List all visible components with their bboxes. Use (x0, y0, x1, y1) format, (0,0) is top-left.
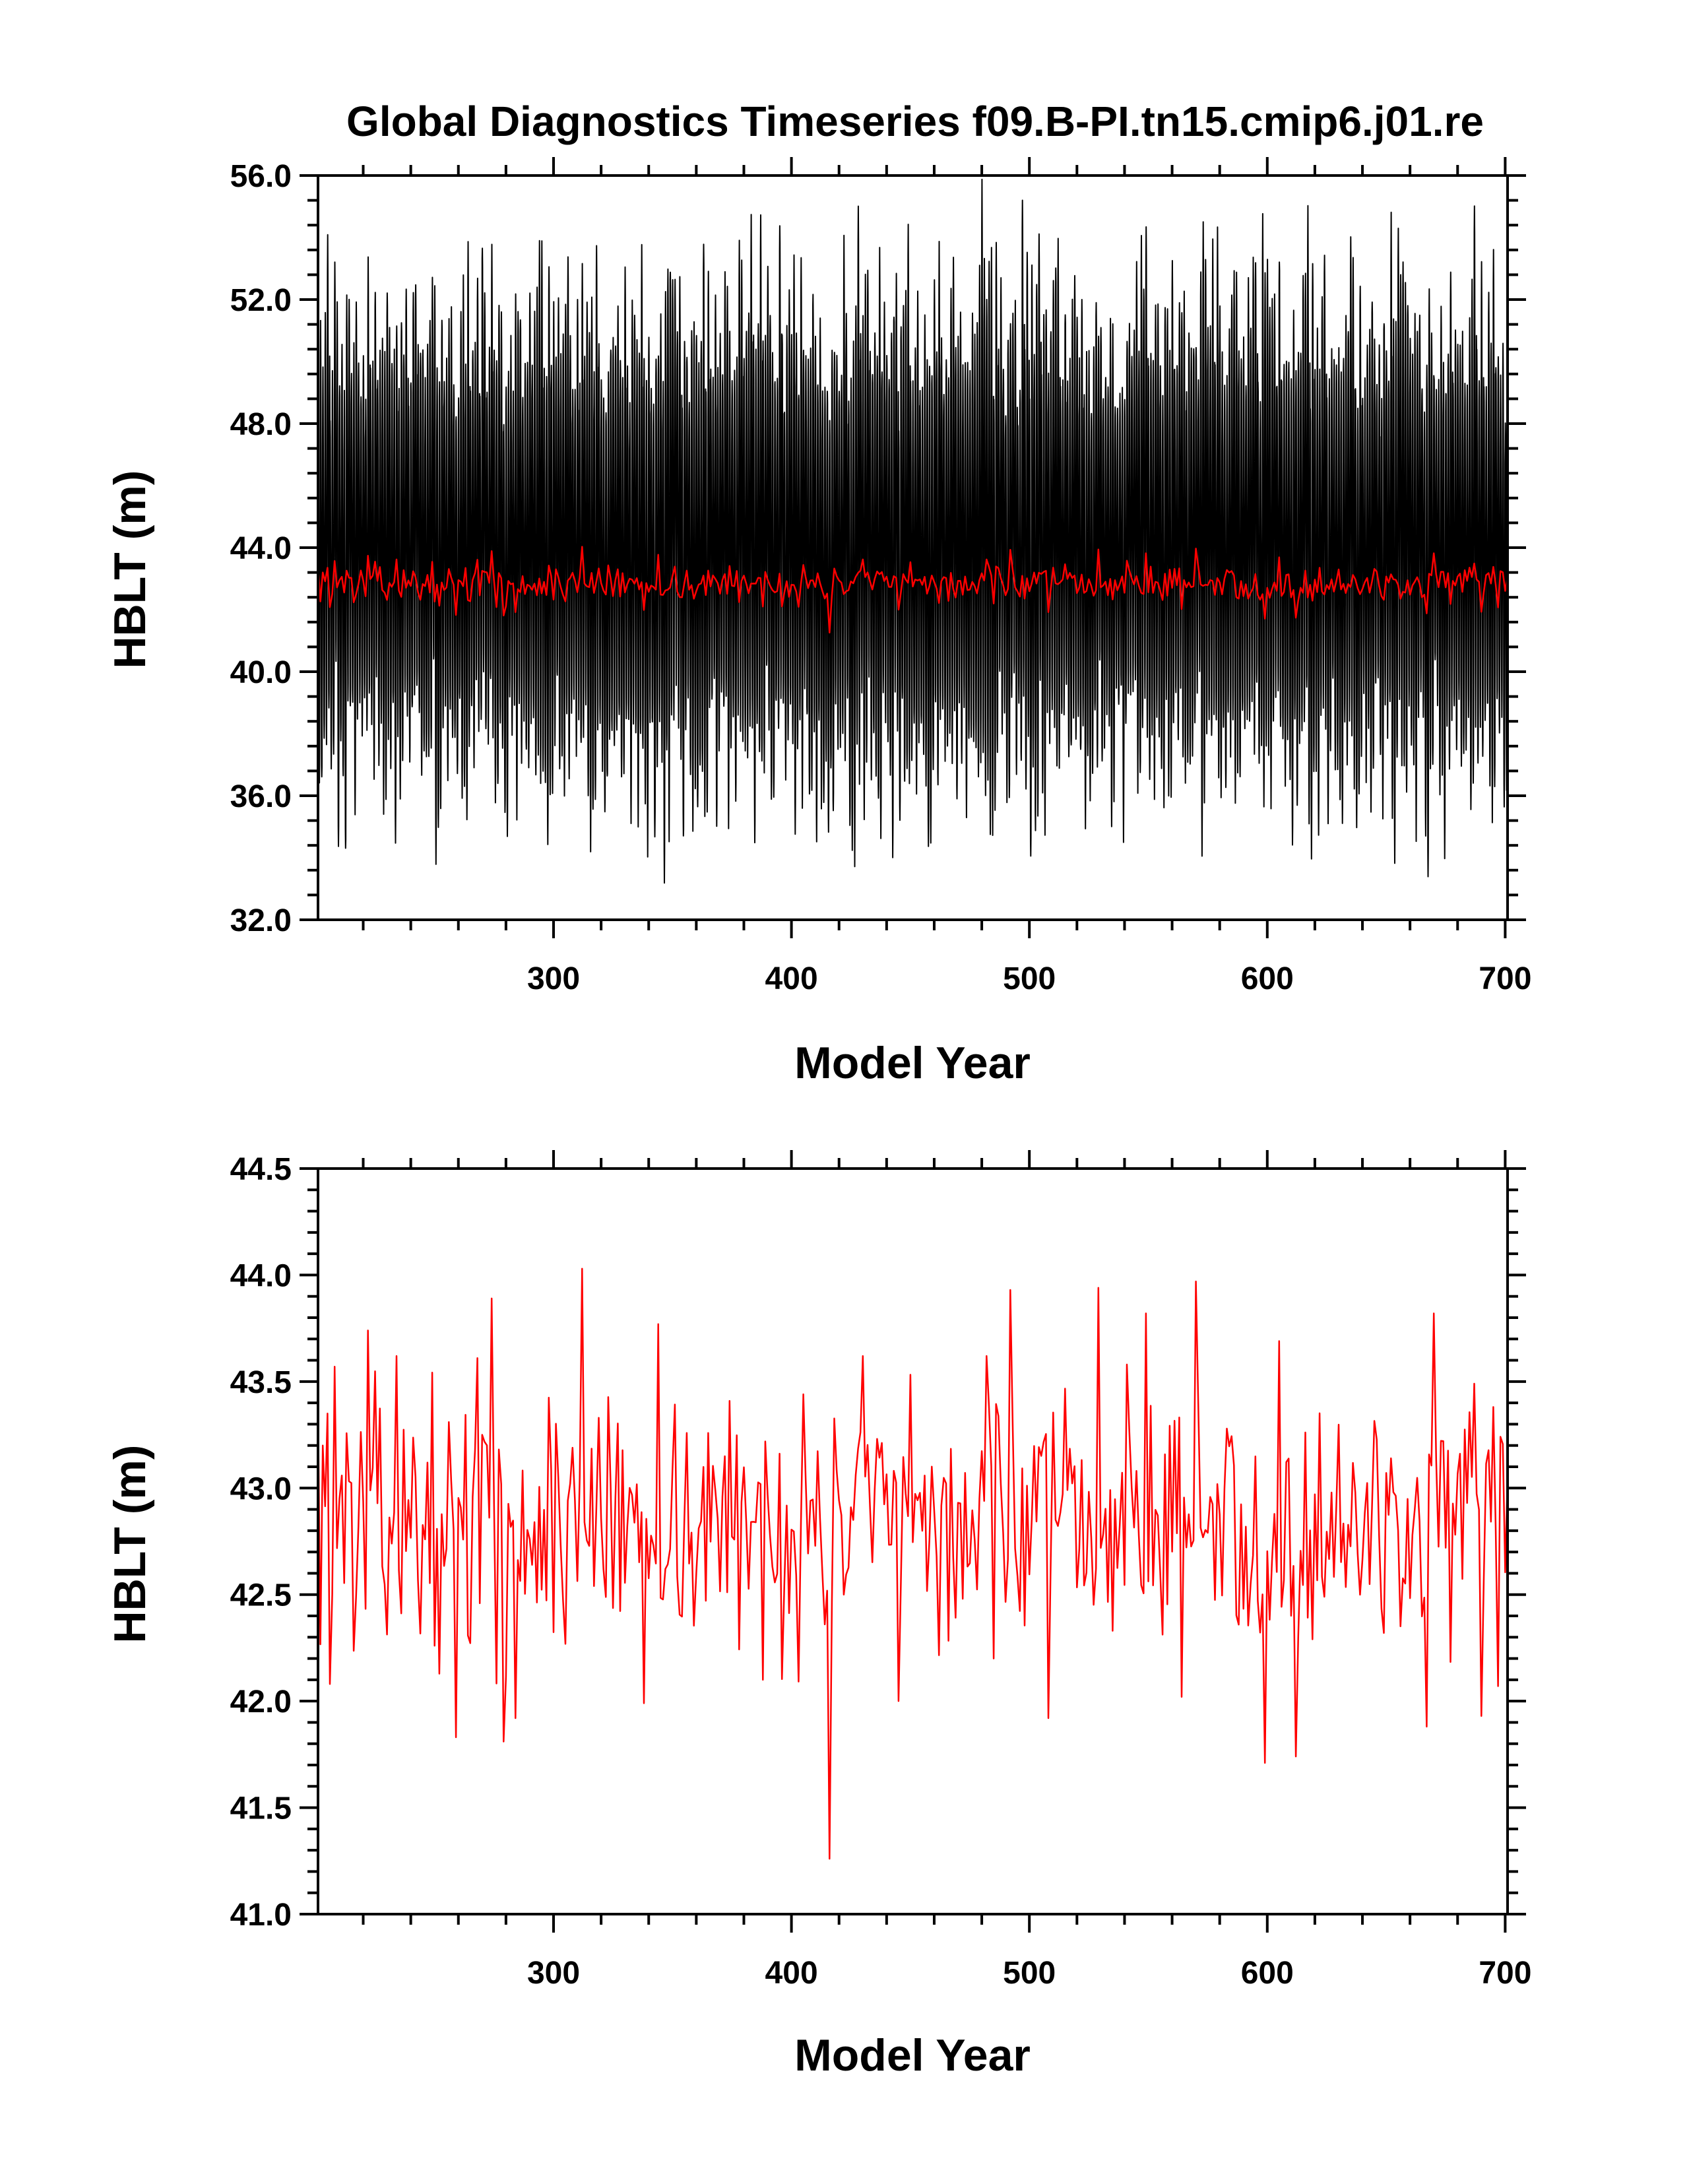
bottom-y-tick-label: 43.5 (230, 1365, 292, 1400)
bottom-panel: 300 400 500 600 700 41.0 41.5 42.0 42.5 43.0 43.5 4… (105, 1150, 1531, 2080)
top-x-tick-label: 700 (1479, 961, 1531, 996)
bottom-x-tick-label: 300 (527, 1956, 580, 1991)
bottom-y-tick-label: 44.0 (230, 1258, 292, 1293)
top-x-tick-label: 500 (1003, 961, 1056, 996)
top-series-monthly (318, 178, 1508, 884)
bottom-x-tick-label: 700 (1479, 1956, 1531, 1991)
top-x-tick-label: 600 (1241, 961, 1294, 996)
bottom-y-axis-label: HBLT (m) (105, 1445, 155, 1644)
bottom-series-group (318, 1268, 1508, 1860)
top-x-tick-label: 400 (765, 961, 818, 996)
bottom-series-annual (318, 1268, 1508, 1860)
top-y-tick-label: 36.0 (230, 779, 292, 814)
top-y-tick-label: 44.0 (230, 531, 292, 566)
top-y-axis-label: HBLT (m) (105, 470, 155, 669)
bottom-x-axis-label: Model Year (794, 2030, 1031, 2080)
bottom-x-tick-label: 600 (1241, 1956, 1294, 1991)
top-y-tick-label: 48.0 (230, 407, 292, 442)
chart-title: Global Diagnostics Timeseries f09.B-PI.t… (346, 98, 1484, 145)
top-y-tick-label: 56.0 (230, 159, 292, 194)
bottom-y-tick-label: 41.5 (230, 1791, 292, 1826)
bottom-plot-frame (317, 1167, 1509, 1915)
bottom-y-tick-label: 43.0 (230, 1471, 292, 1506)
bottom-y-tick-label: 44.5 (230, 1152, 292, 1187)
bottom-x-tick-label: 400 (765, 1956, 818, 1991)
bottom-y-tick-label: 42.0 (230, 1685, 292, 1719)
top-series-group (318, 178, 1508, 884)
bottom-y-tick-label: 41.0 (230, 1898, 292, 1933)
bottom-x-tick-label: 500 (1003, 1956, 1056, 1991)
top-series-annual (318, 546, 1508, 634)
bottom-y-tick-label: 42.5 (230, 1578, 292, 1613)
top-panel: Global Diagnostics Timeseries f09.B-PI.t… (105, 98, 1531, 1088)
top-x-tick-label: 300 (527, 961, 580, 996)
top-y-tick-label: 40.0 (230, 655, 292, 690)
top-y-tick-label: 52.0 (230, 283, 292, 318)
bottom-axes: 300 400 500 600 700 41.0 41.5 42.0 42.5 43.0 43.5 4… (230, 1150, 1531, 1991)
top-y-tick-label: 32.0 (230, 903, 292, 938)
top-x-axis-label: Model Year (794, 1038, 1031, 1088)
top-axes: 300 400 500 600 700 32.0 36.0 40.0 44.0 48.0 52.0 5… (230, 157, 1531, 996)
